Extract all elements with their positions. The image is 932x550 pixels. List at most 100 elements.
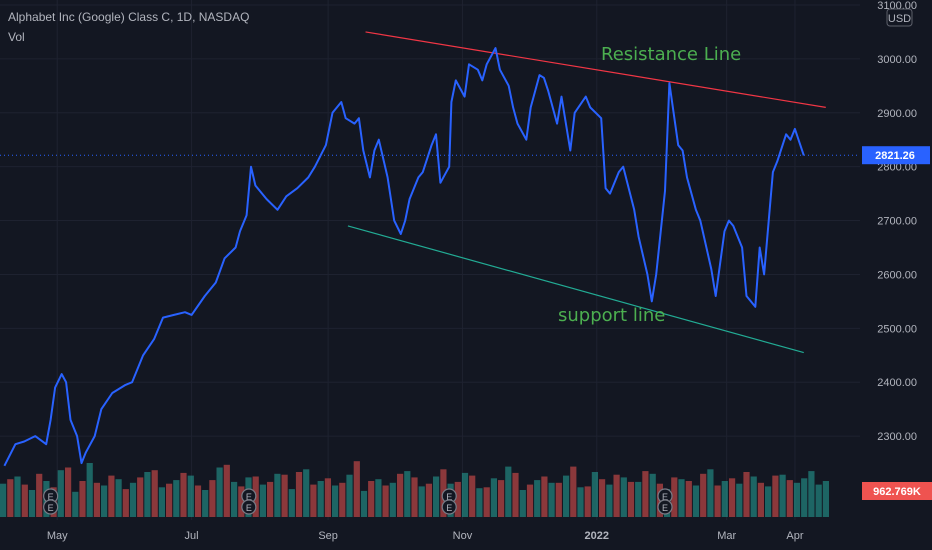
volume-bar <box>194 485 202 517</box>
x-tick-label: Apr <box>786 530 803 542</box>
volume-bar <box>671 477 678 517</box>
volume-bar <box>93 482 100 517</box>
volume-bar <box>151 470 158 517</box>
x-tick-label: 2022 <box>585 530 609 542</box>
volume-bar <box>613 474 620 517</box>
volume-bar <box>627 481 635 517</box>
time-axis[interactable]: May Jul Sep Nov 2022 Mar Apr <box>0 520 932 550</box>
volume-bar <box>425 483 432 517</box>
volume-bar <box>259 484 266 517</box>
volume-bar <box>620 477 627 517</box>
volume-bar <box>541 476 548 517</box>
currency-box[interactable] <box>886 8 913 27</box>
volume-bar <box>483 487 490 517</box>
trendlines[interactable]: Resistance Line support line <box>347 31 826 354</box>
symbol-title: Alphabet Inc (Google) Class C, 1D, NASDA… <box>8 10 250 24</box>
volume-bar <box>21 484 28 517</box>
volume-bar <box>815 484 822 517</box>
support-line[interactable] <box>347 225 804 354</box>
volume-bar <box>332 485 339 517</box>
resistance-line[interactable] <box>365 31 826 108</box>
volume-bar <box>793 482 801 517</box>
volume-bar <box>721 481 728 517</box>
volume-bar <box>36 473 43 517</box>
volume-bar <box>765 486 772 517</box>
x-tick-label: Mar <box>717 530 736 542</box>
volume-bar <box>678 479 685 517</box>
volume-bar <box>685 481 692 517</box>
volume-bar <box>555 482 562 517</box>
volume-bar <box>476 488 483 517</box>
volume-bar <box>360 490 368 517</box>
x-tick-label: May <box>47 530 68 542</box>
volume-bar <box>786 480 793 517</box>
volume-bar <box>498 480 505 517</box>
volume-bar <box>173 480 180 517</box>
volume-bar <box>267 481 274 517</box>
volume-bar <box>7 479 14 517</box>
earnings-marker-label: E <box>446 503 452 513</box>
volume-bar <box>216 467 223 517</box>
earnings-marker-circle <box>657 499 673 515</box>
volume-bar <box>115 479 122 517</box>
volume-bar <box>649 473 656 517</box>
support-label: support line <box>558 305 665 326</box>
volume-bar <box>303 469 310 517</box>
volume-bar <box>606 484 613 517</box>
volume-bar <box>368 481 375 517</box>
last-volume-tag <box>862 482 932 500</box>
volume-bar <box>122 489 129 517</box>
volume-bar <box>375 479 382 517</box>
volume-bar <box>591 472 598 517</box>
last-price-tag <box>862 146 930 165</box>
volume-bar <box>469 475 476 517</box>
volume-bar <box>490 478 497 517</box>
volume-bar <box>750 476 757 517</box>
last-price-label: 2821.26 <box>875 150 915 162</box>
volume-bar <box>822 481 829 517</box>
volume-bar <box>353 461 360 517</box>
volume-bar <box>801 478 808 517</box>
volume-bar <box>548 482 555 517</box>
earnings-marker-circle <box>241 499 257 515</box>
volume-bar <box>577 487 584 517</box>
price-axis-background <box>860 0 932 520</box>
earnings-marker[interactable]: EE <box>241 488 257 515</box>
y-tick-label: 2600.00 <box>877 269 917 281</box>
volume-bar <box>108 475 115 517</box>
volume-bar <box>599 479 606 517</box>
price-axis[interactable]: 2300.00 2400.00 2500.00 2600.00 2700.00 2800.… <box>860 0 932 520</box>
earnings-marker-label: E <box>662 503 668 513</box>
volume-bar <box>231 481 238 517</box>
volume-bar <box>700 473 707 517</box>
volume-bar <box>563 475 570 517</box>
volume-bar <box>570 466 577 517</box>
earnings-marker[interactable]: EE <box>657 488 673 515</box>
volume-bar <box>389 482 396 517</box>
volume-bar <box>534 480 541 517</box>
volume-bar <box>461 472 469 517</box>
volume-bar <box>65 467 72 517</box>
volume-bar <box>238 486 245 517</box>
volume-bar <box>14 476 21 517</box>
volume-bar <box>28 490 36 517</box>
volume-bar <box>346 474 353 517</box>
volume-bar <box>729 478 736 517</box>
volume-bar <box>324 478 331 517</box>
price-line <box>3 47 805 467</box>
volume-bar <box>707 469 714 517</box>
earnings-marker[interactable]: EE <box>441 488 457 515</box>
volume-bar <box>454 481 461 517</box>
volume-bar <box>642 471 649 517</box>
earnings-marker-circle <box>441 499 457 515</box>
volume-bar <box>433 476 440 517</box>
earnings-marker[interactable]: EE <box>43 488 59 515</box>
earnings-marker-label: E <box>246 492 252 502</box>
volume-bar <box>180 472 187 517</box>
volume-bar <box>281 474 288 517</box>
earnings-marker-label: E <box>48 503 54 513</box>
volume-bar <box>779 474 786 517</box>
